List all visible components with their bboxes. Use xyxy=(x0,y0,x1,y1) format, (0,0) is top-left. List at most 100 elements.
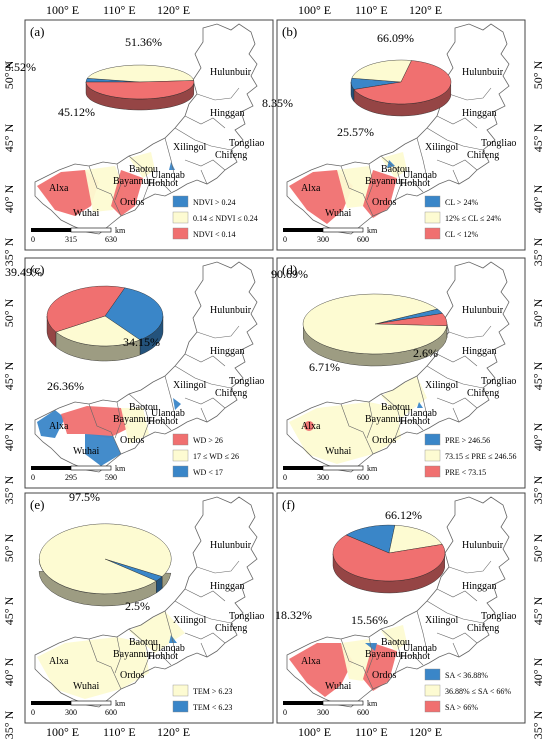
city-border xyxy=(128,155,150,185)
city-label: Tongliao xyxy=(481,611,516,622)
map-fill-region xyxy=(363,643,397,691)
map-fill-region xyxy=(85,434,121,466)
pie-slice xyxy=(104,287,164,341)
scale-bar-tick: 630 xyxy=(105,235,117,244)
scale-bar-tick: 600 xyxy=(357,235,369,244)
city-label: Bayannur xyxy=(365,649,405,660)
latitude-label: 40° N xyxy=(531,422,545,451)
city-border xyxy=(448,87,492,101)
longitude-label: 120° E xyxy=(409,725,442,739)
legend-swatch xyxy=(172,195,189,208)
pie-slice xyxy=(55,315,141,347)
longitude-label: 100° E xyxy=(46,725,79,739)
pie-value-label: 2.6% xyxy=(413,346,438,360)
city-border xyxy=(174,600,232,624)
latitude-label: 40° N xyxy=(2,422,16,451)
city-border xyxy=(128,393,150,423)
pie-slice xyxy=(86,64,195,83)
city-border xyxy=(380,393,402,423)
legend-swatch xyxy=(172,433,189,446)
map-fill-region xyxy=(169,635,177,643)
legend-label: 73.15 ≤ PRE ≤ 246.56 xyxy=(445,452,516,461)
city-border xyxy=(340,638,374,690)
city-label: Hulunbuir xyxy=(210,305,252,316)
panel-label: (b) xyxy=(282,24,297,39)
pie-value-label: 45.12% xyxy=(58,105,95,119)
city-border xyxy=(142,181,172,201)
city-border xyxy=(184,353,226,367)
city-label: Hulunbuir xyxy=(210,67,252,78)
city-label: Bayannur xyxy=(113,176,153,187)
longitude-label: 100° E xyxy=(298,725,331,739)
city-border xyxy=(436,353,478,367)
city-label: Wuhai xyxy=(325,681,351,692)
city-label: Tongliao xyxy=(481,138,516,149)
city-label: Ulanqab xyxy=(403,643,437,654)
legend-swatch xyxy=(424,449,441,462)
city-border xyxy=(340,165,374,217)
city-label: Hinggan xyxy=(210,581,244,592)
scale-bar-tick: 0 xyxy=(31,708,35,717)
pie-slice xyxy=(46,285,126,333)
city-border xyxy=(184,115,226,129)
scale-bar-unit: km xyxy=(115,226,126,235)
city-label: Hulunbuir xyxy=(462,67,504,78)
city-label: Hohhot xyxy=(400,416,430,427)
city-border xyxy=(380,628,402,658)
city-label: Chifeng xyxy=(215,623,247,634)
pie-slice xyxy=(85,80,195,100)
city-border xyxy=(436,397,478,409)
map-fill-region xyxy=(121,408,149,444)
city-border xyxy=(200,169,208,185)
pie-chart xyxy=(350,59,452,117)
longitude-label: 110° E xyxy=(355,3,388,17)
city-border xyxy=(436,115,478,129)
pie-chart xyxy=(85,64,195,111)
longitude-label: 100° E xyxy=(298,3,331,17)
city-label: Ulanqab xyxy=(403,408,437,419)
latitude-label: 35° N xyxy=(2,237,16,266)
city-label: Alxa xyxy=(301,656,321,667)
city-label: Xilingol xyxy=(173,615,207,626)
map-fill-region xyxy=(129,152,155,178)
city-label: Xilingol xyxy=(425,615,459,626)
city-border xyxy=(164,610,176,652)
latitude-label: 45° N xyxy=(2,361,16,390)
latitude-label: 40° N xyxy=(531,184,545,213)
longitude-label: 110° E xyxy=(103,3,136,17)
city-border xyxy=(436,588,478,602)
city-label: Ulanqab xyxy=(151,170,185,181)
scale-bar-segment xyxy=(283,701,323,705)
pie-value-label: 26.36% xyxy=(47,379,84,393)
map-fill-region xyxy=(387,160,395,168)
pie-value-label: 18.32% xyxy=(275,608,312,622)
legend-swatch xyxy=(172,449,189,462)
city-border xyxy=(184,397,226,409)
city-border xyxy=(196,560,240,574)
map-fill-region xyxy=(169,162,175,170)
city-border xyxy=(142,419,172,439)
latitude-label: 45° N xyxy=(2,123,16,152)
scale-bar-tick: 0 xyxy=(31,235,35,244)
scale-bar-segment xyxy=(70,465,112,471)
city-border xyxy=(366,163,374,201)
latitude-label: 35° N xyxy=(531,475,545,504)
map-fill-region xyxy=(289,402,401,464)
legend-swatch xyxy=(424,700,441,713)
pie-slice xyxy=(388,524,443,554)
city-border xyxy=(380,155,402,185)
pie-value-label: 90.69% xyxy=(271,267,308,281)
legend-swatch xyxy=(424,211,441,224)
pie-chart xyxy=(38,523,172,607)
map-fill-region xyxy=(417,402,423,408)
legend-swatch xyxy=(172,700,189,713)
city-label: Baotou xyxy=(129,402,158,413)
pie-value-label: 34.15% xyxy=(123,335,160,349)
scale-bar-tick: 295 xyxy=(65,473,77,482)
